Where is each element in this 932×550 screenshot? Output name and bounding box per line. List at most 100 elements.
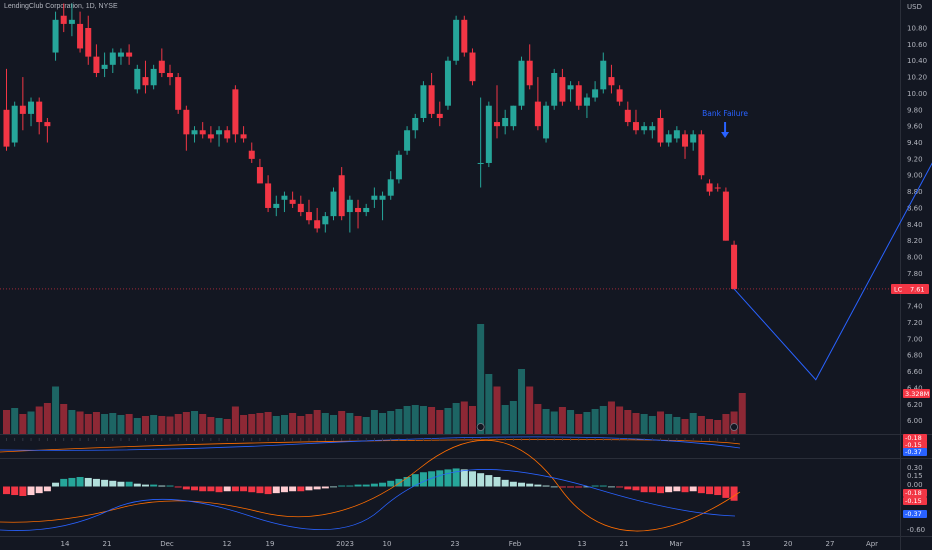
event-marker-icon [730,423,738,431]
macd-axis-tick: 0.30 [907,464,923,472]
macd-histogram-bar [289,486,297,492]
volume-bar [68,410,76,434]
macd-histogram-bar [558,486,566,488]
volume-bar [460,401,468,434]
macd-histogram-bar [297,486,305,492]
candle-body [52,19,59,53]
volume-bar [411,405,419,434]
price-tick-label: 7.80 [907,270,923,278]
macd-value-tag [903,497,927,505]
price-tick-label: 10.40 [907,57,927,65]
price-tick-label: 6.60 [907,368,923,376]
date-tick-label: 10 [383,540,392,548]
date-tick-label: Mar [669,540,682,548]
candle-body [248,150,255,159]
candle-body [608,77,615,86]
price-tick-label: 6.00 [907,417,923,425]
candle-body [216,130,223,135]
candle-body [444,60,451,106]
candle-body [109,52,116,65]
volume-bar [419,406,427,434]
volume-bar [648,416,656,434]
macd-histogram-bar [76,477,84,487]
macd-histogram-bar [542,485,550,487]
candle-body [126,52,133,57]
price-tick-label: 10.00 [907,90,927,98]
volume-bar [3,410,10,434]
macd-histogram-bar [444,469,452,487]
volume-bar [665,414,673,434]
candle-body [330,191,337,217]
macd-histogram-bar [599,485,607,487]
candle-body [289,199,296,204]
price-tick-label: 8.40 [907,221,923,229]
macd-histogram-bar [264,486,272,495]
candle-body [404,130,411,151]
macd-histogram-bar [419,472,427,487]
candle-body [117,52,124,57]
volume-label: 3.328M [905,390,929,398]
candle-body [387,179,394,196]
candle-body [273,203,280,208]
volume-bar [191,411,199,434]
indicator-value: -0.18 [905,434,922,442]
volume-bar [264,412,272,434]
macd-histogram-bar [346,485,354,487]
price-tick-label: 6.40 [907,384,923,392]
price-tick-label: 6.20 [907,401,923,409]
candle-body [510,105,517,127]
macd-histogram-bar [583,486,591,488]
macd-histogram-bar [321,486,329,489]
macd-histogram-bar [3,486,10,495]
candle-body [93,56,100,73]
macd-axis-tick: -0.60 [907,526,925,534]
volume-bar [84,414,92,434]
indicator-value-tag [903,448,927,456]
candle-body [363,207,370,213]
candle-body [11,105,18,143]
volume-bar [11,408,19,434]
candle-body [281,195,288,200]
macd-histogram-bar [215,486,223,493]
price-tick-label: 10.60 [907,41,927,49]
macd-histogram-bar [436,470,444,487]
volume-bar [689,413,697,434]
volume-bar [542,409,550,434]
candle-body [3,109,10,147]
volume-bar [207,417,215,434]
price-axis-currency: USD [907,3,922,11]
volume-bar [166,416,174,434]
candle-body [534,101,541,127]
candle-body [518,60,525,106]
macd-histogram-bar [689,486,697,492]
candle-body [338,175,345,217]
volume-bar [248,414,256,434]
date-tick-label: 2023 [336,540,354,548]
volume-bar [738,393,746,434]
candle-body [436,113,443,118]
date-tick-label: 13 [742,540,751,548]
indicator-value: -0.37 [905,448,922,456]
volume-bar [330,415,337,434]
macd-histogram-bar [567,486,575,488]
volume-bar [485,374,493,434]
volume-bar [125,414,133,434]
volume-bar [133,418,141,434]
volume-bar [697,416,705,434]
macd-histogram-bar [19,486,27,496]
macd-value: -0.37 [905,510,922,518]
macd-histogram-bar [640,486,648,493]
candle-body [395,154,402,180]
macd-histogram-bar [403,477,411,487]
volume-bar [338,411,346,434]
candle-body [158,60,165,73]
price-tick-label: 10.80 [907,25,927,33]
candle-body [191,130,198,135]
price-tick-label: 7.20 [907,319,923,327]
price-tick-label: 9.20 [907,155,923,163]
candle-body [265,183,272,208]
last-price-tag [891,283,929,294]
candle-body [494,122,500,127]
candle-body [142,77,149,86]
